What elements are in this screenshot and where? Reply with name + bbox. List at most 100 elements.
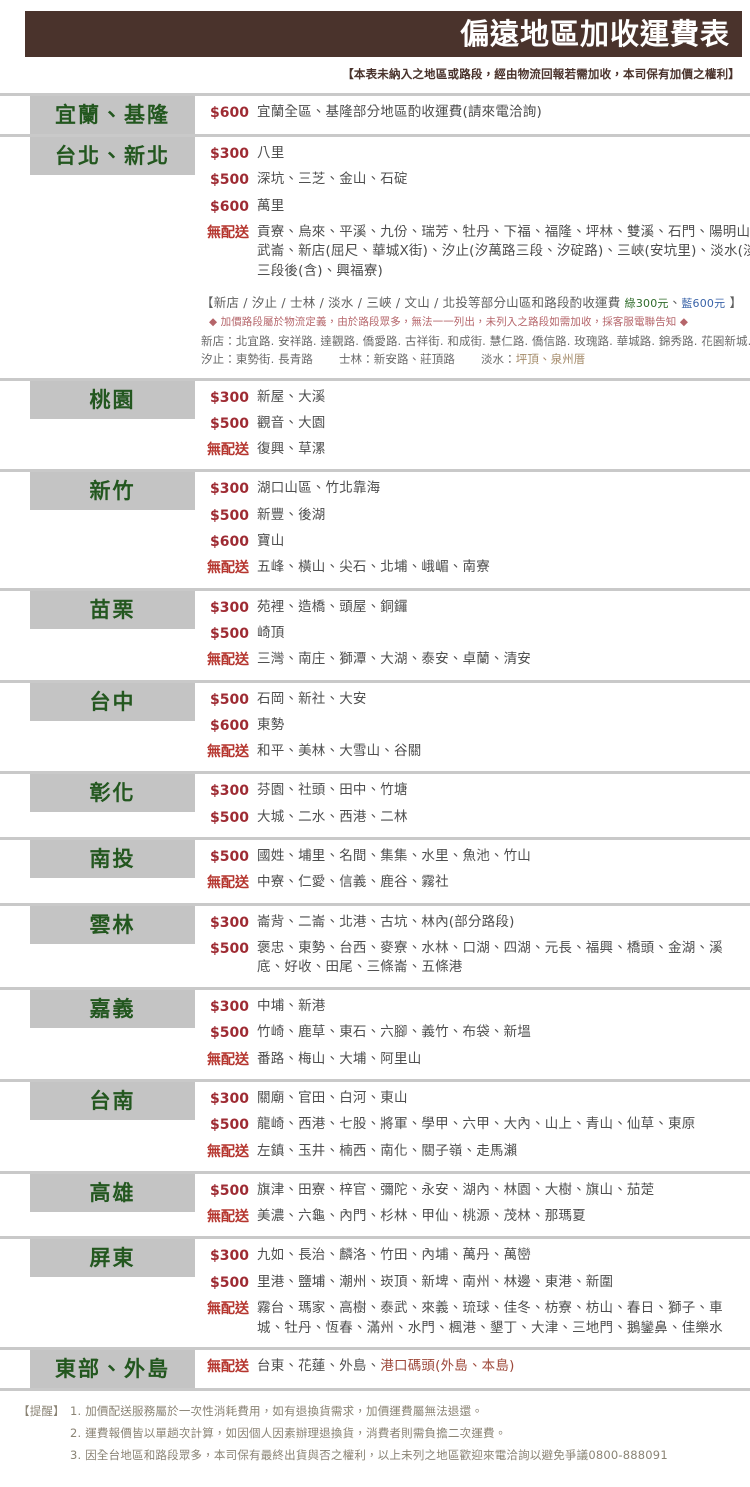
fee-amount-tag: $500 bbox=[210, 691, 249, 708]
region-content-cell: $300 芬園、社頭、田中、竹塘 $500 大城、二水、西港、二林 bbox=[195, 774, 750, 837]
fee-area-list: 寶山 bbox=[257, 533, 285, 550]
fee-area-list: 萬里 bbox=[257, 197, 285, 214]
region-name-chip: 台中 bbox=[30, 682, 195, 721]
note-detail-value-2: 新安路、莊頂路 bbox=[373, 351, 455, 366]
region-label-cell: 東部、外島 bbox=[30, 1350, 195, 1389]
fee-line: $500 觀音、大園 bbox=[201, 414, 746, 434]
fee-area-list: 五峰、橫山、尖石、北埔、峨嵋、南寮 bbox=[257, 559, 490, 576]
region-notes-block: 【新店 / 汐止 / 士林 / 淡水 / 三峽 / 文山 / 北投等部分山區和路… bbox=[201, 292, 750, 367]
page-title: 偏遠地區加收運費表 bbox=[459, 16, 730, 51]
no-delivery-tag: 無配送 bbox=[207, 1359, 249, 1376]
region-name-chip: 台北、新北 bbox=[30, 137, 195, 175]
region-content-cell: $600 宜蘭全區、基隆部分地區酌收運費(請來電洽詢) bbox=[195, 96, 750, 132]
region-content-cell: $300 九如、長治、麟洛、竹田、內埔、萬丹、萬巒 $500 里港、鹽埔、潮州、崁頂、… bbox=[195, 1239, 750, 1347]
fee-area-list: 和平、美林、大雪山、谷關 bbox=[257, 743, 422, 760]
region-name-chip: 南投 bbox=[30, 840, 195, 879]
region-label-cell: 桃園 bbox=[30, 380, 195, 419]
fee-amount-tag: $500 bbox=[210, 415, 249, 432]
region-name-chip: 嘉義 bbox=[30, 990, 195, 1029]
region-label-cell: 台中 bbox=[30, 682, 195, 721]
note-detail-value: 東勢街. 長青路 bbox=[235, 351, 313, 366]
region-name-chip: 苗栗 bbox=[30, 590, 195, 629]
fee-line: 無配送 美濃、六龜、內門、杉林、甲仙、桃源、茂林、那瑪夏 bbox=[201, 1207, 746, 1227]
note-detail-value: 北宜路. 安祥路. 達觀路. 僑愛路. 古祥街. 和成街. 慧仁路. 僑信路. … bbox=[235, 333, 750, 348]
no-delivery-tag: 無配送 bbox=[207, 1051, 249, 1068]
fee-line: $600 東勢 bbox=[201, 716, 746, 736]
fee-area-list: 美濃、六龜、內門、杉林、甲仙、桃源、茂林、那瑪夏 bbox=[257, 1208, 586, 1225]
fee-area-list: 中埔、新港 bbox=[257, 998, 326, 1015]
fee-line: $500 褒忠、東勢、台西、麥寮、水林、口湖、四湖、元長、福興、橋頭、金湖、溪底、… bbox=[201, 939, 746, 978]
no-delivery-tag: 無配送 bbox=[207, 875, 249, 892]
note-detail-label-3: 淡水： bbox=[480, 351, 516, 366]
fee-amount-tag: $300 bbox=[210, 914, 249, 931]
note-bracket-prefix: 【新店 / 汐止 / 士林 / 淡水 / 三峽 / 文山 / 北投等部分山區和路… bbox=[201, 294, 625, 310]
region-name-chip: 台南 bbox=[30, 1081, 195, 1120]
note-green-fee: 綠300元 bbox=[624, 296, 669, 310]
region-row: 高雄 $500 旗津、田寮、梓官、彌陀、永安、湖內、林園、大樹、旗山、茄萣 無配送 美濃… bbox=[0, 1170, 750, 1237]
fee-area-list: 里港、鹽埔、潮州、崁頂、新埤、南州、林邊、東港、新圍 bbox=[257, 1273, 614, 1290]
region-row: 嘉義 $300 中埔、新港 $500 竹崎、鹿草、東石、六腳、義竹、布袋、新塭 無配送 番路… bbox=[0, 987, 750, 1079]
fee-amount-tag: $600 bbox=[210, 534, 249, 551]
region-row: 雲林 $300 崙背、二崙、北港、古坑、林內(部分路段) $500 褒忠、東勢、台西、麥… bbox=[0, 902, 750, 987]
region-content-cell: $300 中埔、新港 $500 竹崎、鹿草、東石、六腳、義竹、布袋、新塭 無配送 番路、梅… bbox=[195, 990, 750, 1079]
no-delivery-tag: 無配送 bbox=[207, 652, 249, 669]
fee-amount-tag: $300 bbox=[210, 1248, 249, 1265]
no-delivery-tag: 無配送 bbox=[207, 442, 249, 459]
region-row: 屏東 $300 九如、長治、麟洛、竹田、內埔、萬丹、萬巒 $500 里港、鹽埔、潮州、崁… bbox=[0, 1236, 750, 1347]
fee-area-list: 苑裡、造橋、頭屋、銅鑼 bbox=[257, 598, 408, 615]
fee-line: 無配送 五峰、橫山、尖石、北埔、峨嵋、南寮 bbox=[201, 558, 746, 578]
fee-amount-tag: $500 bbox=[210, 172, 249, 189]
fee-line: $600 寶山 bbox=[201, 532, 746, 552]
fee-area-list: 湖口山區、竹北靠海 bbox=[257, 480, 381, 497]
fee-amount-tag: $500 bbox=[210, 809, 249, 826]
fee-area-list: 宜蘭全區、基隆部分地區酌收運費(請來電洽詢) bbox=[257, 104, 542, 120]
page-subtitle: 【本表未納入之地區或路段，經由物流回報若需加收，本司保有加價之權利】 bbox=[342, 67, 740, 81]
fee-amount-tag: $300 bbox=[210, 599, 249, 616]
fee-line: $600 宜蘭全區、基隆部分地區酌收運費(請來電洽詢) bbox=[201, 103, 746, 123]
fee-amount-tag: $600 bbox=[210, 717, 249, 734]
fee-line: 無配送 三灣、南庄、獅潭、大湖、泰安、卓蘭、清安 bbox=[201, 650, 746, 670]
no-delivery-tag: 無配送 bbox=[207, 1301, 249, 1318]
region-content-cell: 無配送 台東、花蓮、外島、港口碼頭(外島、本島) bbox=[195, 1350, 750, 1386]
region-row: 南投 $500 國姓、埔里、名間、集集、水里、魚池、竹山 無配送 中寮、仁愛、信義、鹿谷… bbox=[0, 837, 750, 903]
region-row: 台北、新北 $300 八里 $500 深坑、三芝、金山、石碇 $600 萬里 無配送 貢寮、烏來… bbox=[0, 134, 750, 378]
fee-area-list: 崙背、二崙、北港、古坑、林內(部分路段) bbox=[257, 913, 515, 930]
fee-area-list: 深坑、三芝、金山、石碇 bbox=[257, 171, 408, 188]
no-delivery-tag: 無配送 bbox=[207, 744, 249, 761]
region-content-cell: $500 旗津、田寮、梓官、彌陀、永安、湖內、林園、大樹、旗山、茄萣 無配送 美濃、六… bbox=[195, 1174, 750, 1237]
fee-line: 無配送 番路、梅山、大埔、阿里山 bbox=[201, 1050, 746, 1070]
fee-line: $600 萬里 bbox=[201, 197, 750, 217]
region-name-chip: 屏東 bbox=[30, 1239, 195, 1278]
fee-line: $300 中埔、新港 bbox=[201, 997, 746, 1017]
fee-amount-tag: $300 bbox=[210, 999, 249, 1016]
region-label-cell: 台南 bbox=[30, 1081, 195, 1120]
note-detail-label: 汐止： bbox=[201, 351, 236, 366]
fee-amount-tag: $500 bbox=[210, 1117, 249, 1134]
fee-line: $500 里港、鹽埔、潮州、崁頂、新埤、南州、林邊、東港、新圍 bbox=[201, 1273, 746, 1293]
fee-amount-tag: $600 bbox=[210, 105, 249, 121]
footer-notes: 【提醒】 1. 加價配送服務屬於一次性消耗費用，如有退換貨需求，加價運費屬無法退還… bbox=[0, 1388, 750, 1481]
region-content-cell: $500 國姓、埔里、名間、集集、水里、魚池、竹山 無配送 中寮、仁愛、信義、鹿谷、霧… bbox=[195, 840, 750, 903]
region-label-cell: 新竹 bbox=[30, 472, 195, 511]
fee-area-list: 觀音、大園 bbox=[257, 414, 326, 431]
note-bracket-line: 【新店 / 汐止 / 士林 / 淡水 / 三峽 / 文山 / 北投等部分山區和路… bbox=[201, 292, 750, 311]
fee-line: $500 新豐、後湖 bbox=[201, 506, 746, 526]
fee-line: $300 新屋、大溪 bbox=[201, 388, 746, 408]
fee-amount-tag: $500 bbox=[210, 849, 249, 866]
region-row: 東部、外島 無配送 台東、花蓮、外島、港口碼頭(外島、本島) bbox=[0, 1347, 750, 1389]
area-list-accent: 港口碼頭(外島、本島) bbox=[380, 1358, 515, 1375]
fee-line: $300 湖口山區、竹北靠海 bbox=[201, 479, 746, 499]
fee-area-list: 石岡、新社、大安 bbox=[257, 690, 367, 707]
region-row: 台中 $500 石岡、新社、大安 $600 東勢無配送 和平、美林、大雪山、谷關 bbox=[0, 679, 750, 772]
fee-line: $500 國姓、埔里、名間、集集、水里、魚池、竹山 bbox=[201, 847, 746, 867]
region-label-cell: 屏東 bbox=[30, 1239, 195, 1278]
fee-area-list: 八里 bbox=[257, 145, 285, 161]
region-row: 彰化 $300 芬園、社頭、田中、竹塘 $500 大城、二水、西港、二林 bbox=[0, 771, 750, 837]
note-warning-line: ◆ 加價路段屬於物流定義，由於路段眾多，無法一一列出，未列入之路段如需加收，採客… bbox=[209, 315, 689, 328]
fee-area-list: 中寮、仁愛、信義、鹿谷、霧社 bbox=[257, 874, 449, 891]
fee-line: 無配送 中寮、仁愛、信義、鹿谷、霧社 bbox=[201, 873, 746, 893]
footer-lead-label: 【提醒】 bbox=[18, 1404, 65, 1419]
fee-amount-tag: $300 bbox=[210, 783, 249, 800]
region-content-cell: $300 崙背、二崙、北港、古坑、林內(部分路段) $500 褒忠、東勢、台西、麥寮、… bbox=[195, 906, 750, 987]
footer-note-text: 3. 因全台地區和路段眾多，本司保有最終出貨與否之權利，以上未列之地區歡迎來電洽… bbox=[70, 1447, 668, 1462]
